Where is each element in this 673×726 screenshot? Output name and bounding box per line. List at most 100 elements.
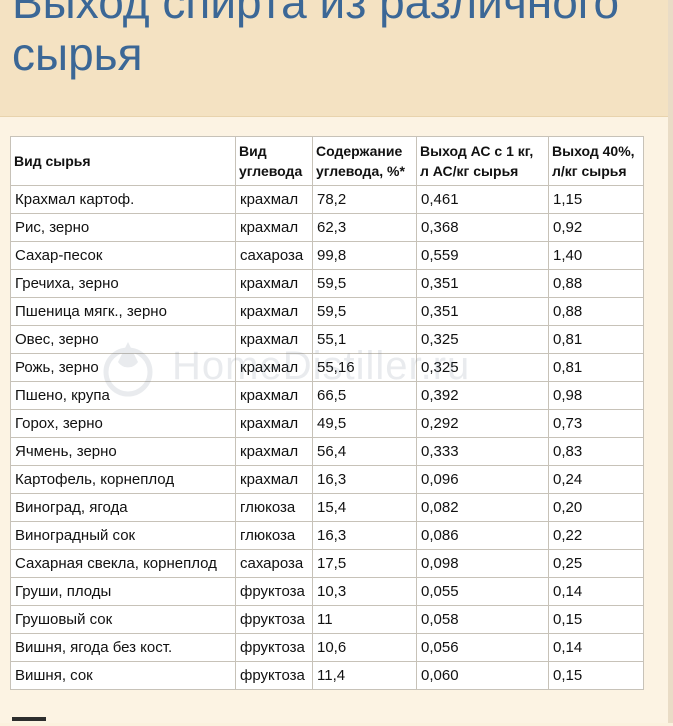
cell-raw-material: Грушовый сок	[10, 605, 236, 634]
cell-yield-40: 1,40	[548, 241, 644, 270]
cell-raw-material: Картофель, корнеплод	[10, 465, 236, 494]
cell-carbohydrate-content: 59,5	[312, 297, 417, 326]
cell-carbohydrate-content: 78,2	[312, 185, 417, 214]
page-title-line-1: Выход спирта из различного	[12, 0, 620, 28]
cell-yield-40: 0,15	[548, 605, 644, 634]
cell-yield-40: 0,14	[548, 577, 644, 606]
cell-raw-material: Сахар-песок	[10, 241, 236, 270]
page-title-line-2: сырья	[12, 28, 143, 80]
cell-carbohydrate-content: 49,5	[312, 409, 417, 438]
cell-yield-40: 0,73	[548, 409, 644, 438]
cell-yield-40: 0,25	[548, 549, 644, 578]
table-header-row: Вид сырья Вид углевода Содержание углевода, …	[10, 136, 644, 186]
cell-yield-40: 0,88	[548, 297, 644, 326]
cell-raw-material: Гречиха, зерно	[10, 269, 236, 298]
cell-yield-40: 0,81	[548, 325, 644, 354]
cell-carbohydrate-content: 11	[312, 605, 417, 634]
cell-carbohydrate-type: крахмал	[235, 185, 313, 214]
table-row: Вишня, ягода без кост. фруктоза 10,6 0,056 0…	[10, 633, 644, 662]
cell-alcohol-yield: 0,082	[416, 493, 549, 522]
cell-alcohol-yield: 0,559	[416, 241, 549, 270]
cell-alcohol-yield: 0,060	[416, 661, 549, 690]
cell-alcohol-yield: 0,325	[416, 353, 549, 382]
page-edge	[668, 0, 673, 723]
cell-carbohydrate-content: 10,6	[312, 633, 417, 662]
cell-carbohydrate-type: сахароза	[235, 549, 313, 578]
cell-raw-material: Рожь, зерно	[10, 353, 236, 382]
cell-yield-40: 0,92	[548, 213, 644, 242]
cell-yield-40: 0,98	[548, 381, 644, 410]
table-row: Крахмал картоф. крахмал 78,2 0,461 1,15	[10, 185, 644, 214]
next-heading-fragment	[12, 706, 46, 726]
cell-carbohydrate-content: 66,5	[312, 381, 417, 410]
cell-carbohydrate-content: 11,4	[312, 661, 417, 690]
cell-carbohydrate-type: крахмал	[235, 269, 313, 298]
cell-carbohydrate-content: 56,4	[312, 437, 417, 466]
cell-carbohydrate-content: 55,1	[312, 325, 417, 354]
cell-raw-material: Овес, зерно	[10, 325, 236, 354]
cell-yield-40: 0,81	[548, 353, 644, 382]
cell-raw-material: Ячмень, зерно	[10, 437, 236, 466]
page-title: Выход спирта из различного сырья	[12, 0, 668, 80]
cell-carbohydrate-type: крахмал	[235, 465, 313, 494]
cell-yield-40: 0,88	[548, 269, 644, 298]
cell-alcohol-yield: 0,325	[416, 325, 549, 354]
cell-raw-material: Вишня, сок	[10, 661, 236, 690]
cell-alcohol-yield: 0,056	[416, 633, 549, 662]
cell-alcohol-yield: 0,392	[416, 381, 549, 410]
cell-carbohydrate-type: фруктоза	[235, 577, 313, 606]
cell-carbohydrate-type: крахмал	[235, 297, 313, 326]
table-row: Горох, зерно крахмал 49,5 0,292 0,73	[10, 409, 644, 438]
cell-alcohol-yield: 0,096	[416, 465, 549, 494]
cell-raw-material: Виноградный сок	[10, 521, 236, 550]
cell-raw-material: Пшеница мягк., зерно	[10, 297, 236, 326]
column-header-line: Выход АС с 1 кг,	[420, 143, 534, 159]
cell-carbohydrate-content: 10,3	[312, 577, 417, 606]
table-row: Сахар-песок сахароза 99,8 0,559 1,40	[10, 241, 644, 270]
table-row: Виноградный сок глюкоза 16,3 0,086 0,22	[10, 521, 644, 550]
column-header: Выход 40%, л/кг сырья	[548, 136, 644, 186]
cell-carbohydrate-content: 15,4	[312, 493, 417, 522]
cell-carbohydrate-type: крахмал	[235, 437, 313, 466]
cell-alcohol-yield: 0,098	[416, 549, 549, 578]
column-header-line: Вид	[239, 143, 267, 159]
table-row: Пшено, крупа крахмал 66,5 0,392 0,98	[10, 381, 644, 410]
cell-raw-material: Сахарная свекла, корнеплод	[10, 549, 236, 578]
cell-carbohydrate-content: 62,3	[312, 213, 417, 242]
cell-alcohol-yield: 0,055	[416, 577, 549, 606]
cell-raw-material: Крахмал картоф.	[10, 185, 236, 214]
cell-carbohydrate-content: 17,5	[312, 549, 417, 578]
table-row: Виноград, ягода глюкоза 15,4 0,082 0,20	[10, 493, 644, 522]
column-header-line: Выход 40%,	[552, 143, 635, 159]
column-header: Вид сырья	[10, 136, 236, 186]
cell-alcohol-yield: 0,292	[416, 409, 549, 438]
cell-raw-material: Виноград, ягода	[10, 493, 236, 522]
cell-alcohol-yield: 0,368	[416, 213, 549, 242]
alcohol-yield-table: Вид сырья Вид углевода Содержание углевода, …	[10, 136, 644, 690]
cell-yield-40: 0,15	[548, 661, 644, 690]
cell-carbohydrate-content: 16,3	[312, 465, 417, 494]
cell-yield-40: 1,15	[548, 185, 644, 214]
cell-carbohydrate-type: крахмал	[235, 409, 313, 438]
cell-yield-40: 0,24	[548, 465, 644, 494]
column-header-line: углевода, %*	[316, 163, 405, 179]
table-row: Ячмень, зерно крахмал 56,4 0,333 0,83	[10, 437, 644, 466]
title-banner: Выход спирта из различного сырья	[0, 0, 668, 117]
column-header-line: углевода	[239, 163, 303, 179]
cell-carbohydrate-content: 99,8	[312, 241, 417, 270]
table-row: Пшеница мягк., зерно крахмал 59,5 0,351 0,88	[10, 297, 644, 326]
column-header-line: Вид сырья	[14, 153, 91, 169]
table-row: Рис, зерно крахмал 62,3 0,368 0,92	[10, 213, 644, 242]
cell-raw-material: Горох, зерно	[10, 409, 236, 438]
table-row: Овес, зерно крахмал 55,1 0,325 0,81	[10, 325, 644, 354]
cell-carbohydrate-type: крахмал	[235, 325, 313, 354]
cell-carbohydrate-type: фруктоза	[235, 633, 313, 662]
cell-alcohol-yield: 0,333	[416, 437, 549, 466]
cell-carbohydrate-type: крахмал	[235, 381, 313, 410]
table-row: Картофель, корнеплод крахмал 16,3 0,096 0,24	[10, 465, 644, 494]
column-header: Вид углевода	[235, 136, 313, 186]
column-header-line: л АС/кг сырья	[420, 163, 519, 179]
cell-raw-material: Вишня, ягода без кост.	[10, 633, 236, 662]
table-row: Сахарная свекла, корнеплод сахароза 17,5 0,…	[10, 549, 644, 578]
cell-carbohydrate-type: глюкоза	[235, 493, 313, 522]
